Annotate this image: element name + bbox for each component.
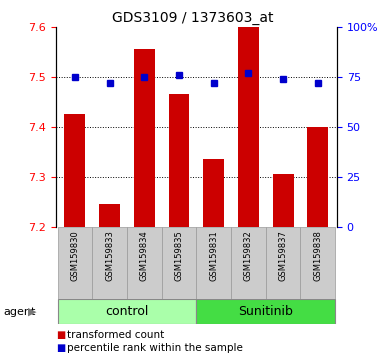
- Bar: [58, 299, 196, 324]
- Text: transformed count: transformed count: [67, 330, 165, 339]
- Bar: [127, 227, 162, 299]
- Bar: [65, 114, 85, 227]
- Text: percentile rank within the sample: percentile rank within the sample: [67, 343, 243, 353]
- Bar: [196, 299, 335, 324]
- Bar: [196, 227, 231, 299]
- Bar: [134, 49, 155, 227]
- Text: GSM159830: GSM159830: [70, 230, 79, 281]
- Text: Sunitinib: Sunitinib: [238, 305, 293, 318]
- Text: GSM159835: GSM159835: [174, 230, 184, 281]
- Text: GDS3109 / 1373603_at: GDS3109 / 1373603_at: [112, 11, 273, 25]
- Bar: [92, 227, 127, 299]
- Bar: [169, 94, 189, 227]
- Text: ▶: ▶: [28, 307, 37, 316]
- Text: GSM159838: GSM159838: [313, 230, 322, 281]
- Bar: [238, 27, 259, 227]
- Text: GSM159831: GSM159831: [209, 230, 218, 281]
- Bar: [162, 227, 196, 299]
- Text: control: control: [105, 305, 149, 318]
- Bar: [266, 227, 300, 299]
- Text: GSM159837: GSM159837: [279, 230, 288, 281]
- Text: GSM159832: GSM159832: [244, 230, 253, 281]
- Bar: [58, 227, 92, 299]
- Bar: [300, 227, 335, 299]
- Bar: [307, 126, 328, 227]
- Bar: [203, 159, 224, 227]
- Bar: [99, 204, 120, 227]
- Text: ■: ■: [56, 330, 65, 339]
- Text: GSM159833: GSM159833: [105, 230, 114, 281]
- Text: agent: agent: [4, 307, 36, 316]
- Bar: [273, 174, 293, 227]
- Bar: [231, 227, 266, 299]
- Text: GSM159834: GSM159834: [140, 230, 149, 281]
- Text: ■: ■: [56, 343, 65, 353]
